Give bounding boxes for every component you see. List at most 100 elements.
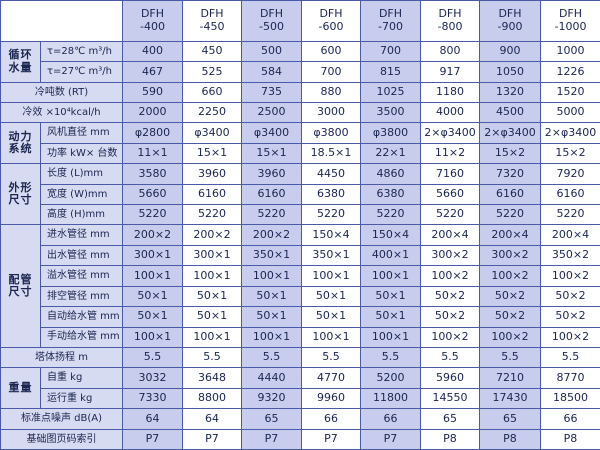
table-cell: P8 — [420, 428, 480, 450]
table-cell: 4860 — [360, 163, 421, 185]
table-cell: 50×1 — [360, 285, 421, 308]
table-row: 塔体扬程 m 5.5 5.5 5.5 5.5 5.5 5.5 5.5 5.5 — [0, 346, 600, 369]
table-cell: 3000 — [301, 102, 361, 124]
table-cell: 8800 — [182, 387, 242, 410]
table-cell: 22×1 — [360, 142, 421, 165]
table-cell: 15×1 — [182, 142, 242, 165]
table-cell: 917 — [420, 61, 480, 83]
table-cell: 6160 — [182, 183, 242, 206]
model-header: DFH -1000 — [540, 0, 600, 42]
table-cell: 5220 — [360, 204, 421, 226]
table-cell: 450 — [182, 40, 242, 63]
table-row: 出水管径 mm 300×1 300×1 350×1 350×1 400×1 300×2 300… — [1, 244, 600, 267]
table-cell: 5220 — [301, 204, 361, 226]
row-label: 运行重 kg — [40, 387, 123, 410]
table-cell: 65 — [479, 408, 541, 430]
row-label: 标准点噪声 dB(A) — [0, 408, 123, 430]
table-cell: P7 — [301, 428, 361, 450]
row-label: 高度 (H)mm — [40, 204, 123, 226]
table-cell: 1180 — [420, 81, 480, 104]
table-row: 排空管径 mm 50×1 50×1 50×1 50×1 50×1 50×2 50×2 50×2 — [1, 285, 600, 308]
table-cell: 880 — [301, 81, 361, 104]
table-cell: 3032 — [122, 367, 183, 389]
table-cell: 400×1 — [360, 244, 421, 267]
table-cell: 5.5 — [540, 346, 600, 369]
table-cell: P7 — [182, 428, 242, 450]
table-cell: 350×2 — [540, 244, 600, 267]
table-cell: 5220 — [540, 204, 600, 226]
model-header: DFH -800 — [420, 0, 480, 42]
table-cell: 500 — [241, 40, 302, 63]
table-cell: 8770 — [540, 367, 600, 389]
table-row: 外形 尺寸 长度 (L)mm 3580 3960 3960 4450 4860 7160 732… — [0, 163, 600, 226]
table-cell: 5960 — [420, 367, 480, 389]
table-cell: 100×1 — [241, 265, 302, 287]
group-label-weight: 重量 — [0, 367, 41, 410]
table-cell: 50×1 — [301, 306, 361, 328]
table-cell: 5660 — [420, 183, 480, 206]
table-cell: 4450 — [301, 163, 361, 185]
table-cell: 6160 — [540, 183, 600, 206]
table-row: 冷效 ×10⁴kcal/h 2000 2250 2500 3000 3500 4000 450… — [0, 102, 600, 124]
table-cell: 65 — [241, 408, 302, 430]
table-cell: 5200 — [360, 367, 421, 389]
table-cell: 6160 — [479, 183, 541, 206]
table-cell: 4770 — [301, 367, 361, 389]
row-label: 出水管径 mm — [40, 244, 123, 267]
model-header: DFH -500 — [241, 0, 302, 42]
table-cell: 150×4 — [301, 224, 361, 246]
table-row: 配管 尺寸 进水管径 mm 200×2 200×2 200×2 150×4 150×4 200… — [0, 224, 600, 348]
table-cell: 18500 — [540, 387, 600, 410]
table-cell: 64 — [182, 408, 242, 430]
row-label: 宽度 (W)mm — [40, 183, 123, 206]
table-cell: 7210 — [479, 367, 541, 389]
table-cell: 66 — [301, 408, 361, 430]
table-cell: 50×1 — [182, 285, 242, 308]
table-cell: 9320 — [241, 387, 302, 410]
table-cell: 5220 — [122, 204, 183, 226]
table-cell: 100×1 — [241, 326, 302, 348]
table-cell: 1000 — [540, 40, 600, 63]
table-cell: 1025 — [360, 81, 421, 104]
table-cell: 50×1 — [241, 306, 302, 328]
table-cell: 1226 — [540, 61, 600, 83]
table-cell: 4500 — [479, 102, 541, 124]
table-cell: 18.5×1 — [301, 142, 361, 165]
table-cell: 2×φ3400 — [540, 122, 600, 144]
table-row: 宽度 (W)mm 5660 6160 6160 6380 6380 5660 6160 6160 — [1, 183, 600, 206]
table-cell: 64 — [122, 408, 183, 430]
table-cell: P7 — [360, 428, 421, 450]
table-cell: 815 — [360, 61, 421, 83]
row-label: 自重 kg — [40, 367, 123, 389]
table-cell: 900 — [479, 40, 541, 63]
table-cell: 11×1 — [122, 142, 183, 165]
table-cell: 200×2 — [122, 224, 183, 246]
table-row: 手动给水管 mm 100×1 100×1 100×1 100×1 100×1 100×2 10… — [1, 326, 600, 348]
header-row: DFH -400 DFH -450 DFH -500 DFH -600 DFH -700… — [0, 0, 600, 42]
row-label: 冷吨数 (RT) — [0, 81, 123, 104]
table-cell: 9960 — [301, 387, 361, 410]
table-cell: 200×4 — [540, 224, 600, 246]
table-cell: P7 — [241, 428, 302, 450]
table-cell: φ3800 — [360, 122, 421, 144]
table-cell: 5.5 — [479, 346, 541, 369]
table-cell: 50×1 — [122, 306, 183, 328]
table-cell: φ3400 — [182, 122, 242, 144]
table-cell: 50×2 — [420, 306, 480, 328]
model-header: DFH -600 — [301, 0, 361, 42]
table-cell: φ2800 — [122, 122, 183, 144]
table-cell: 100×1 — [360, 265, 421, 287]
table-cell: 50×2 — [420, 285, 480, 308]
table-cell: 7330 — [122, 387, 183, 410]
table-cell: 2×φ3400 — [479, 122, 541, 144]
group-label-dimensions: 外形 尺寸 — [0, 163, 41, 226]
table-cell: 50×2 — [540, 285, 600, 308]
row-label: 溢水管径 mm — [40, 265, 123, 287]
table-cell: 700 — [360, 40, 421, 63]
row-label: 自动给水管 mm — [40, 306, 123, 328]
header-corner-cell — [0, 0, 123, 42]
table-cell: 350×1 — [301, 244, 361, 267]
group-label-circulation: 循环 水量 — [0, 40, 41, 83]
table-cell: 50×2 — [479, 285, 541, 308]
table-cell: 584 — [241, 61, 302, 83]
